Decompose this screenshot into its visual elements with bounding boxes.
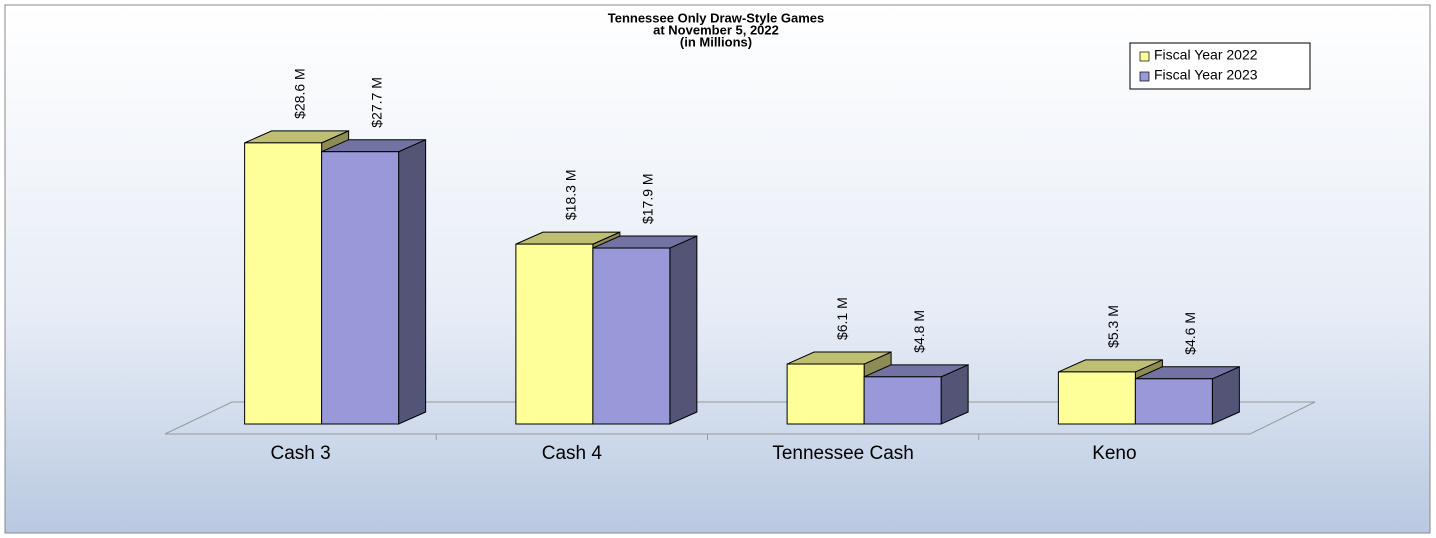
data-label: $17.9 M [640, 173, 656, 224]
legend-swatch [1139, 71, 1150, 82]
data-label: $27.7 M [368, 77, 384, 128]
bar [863, 364, 969, 425]
legend-label: Fiscal Year 2022 [1154, 47, 1258, 63]
bar-front [244, 142, 323, 425]
floor [164, 401, 1316, 435]
bar-front [863, 376, 942, 425]
legend-label: Fiscal Year 2023 [1154, 67, 1258, 83]
chart-subtitle: (in Millions) [680, 34, 752, 49]
bar-front [321, 151, 400, 425]
bar-side [669, 235, 698, 425]
data-label: $4.6 M [1182, 312, 1198, 355]
bar [1134, 366, 1240, 425]
bar [321, 138, 427, 425]
legend-box [1129, 42, 1311, 90]
chart-background [4, 4, 1431, 534]
data-label: $18.3 M [563, 170, 579, 221]
x-tick-label: Tennessee Cash [772, 443, 914, 464]
data-label: $28.6 M [291, 68, 307, 119]
chart-subtitle: at November 5, 2022 [653, 22, 779, 37]
legend-swatch [1139, 51, 1150, 62]
data-label: $5.3 M [1105, 305, 1121, 348]
bar-front [515, 243, 594, 425]
bar [592, 235, 698, 425]
bar-front [786, 363, 865, 425]
x-tick-label: Cash 4 [542, 443, 603, 464]
x-tick-label: Keno [1092, 443, 1136, 464]
bar-side [398, 138, 427, 425]
bar-front [1057, 371, 1136, 425]
data-label: $6.1 M [834, 297, 850, 340]
data-label: $4.8 M [911, 310, 927, 353]
x-tick-label: Cash 3 [271, 443, 331, 464]
bar-front [1134, 378, 1213, 425]
bar-front [592, 247, 671, 425]
chart-title: Tennessee Only Draw-Style Games [608, 10, 825, 25]
legend: Fiscal Year 2022 Fiscal Year 2023 [1129, 42, 1311, 90]
